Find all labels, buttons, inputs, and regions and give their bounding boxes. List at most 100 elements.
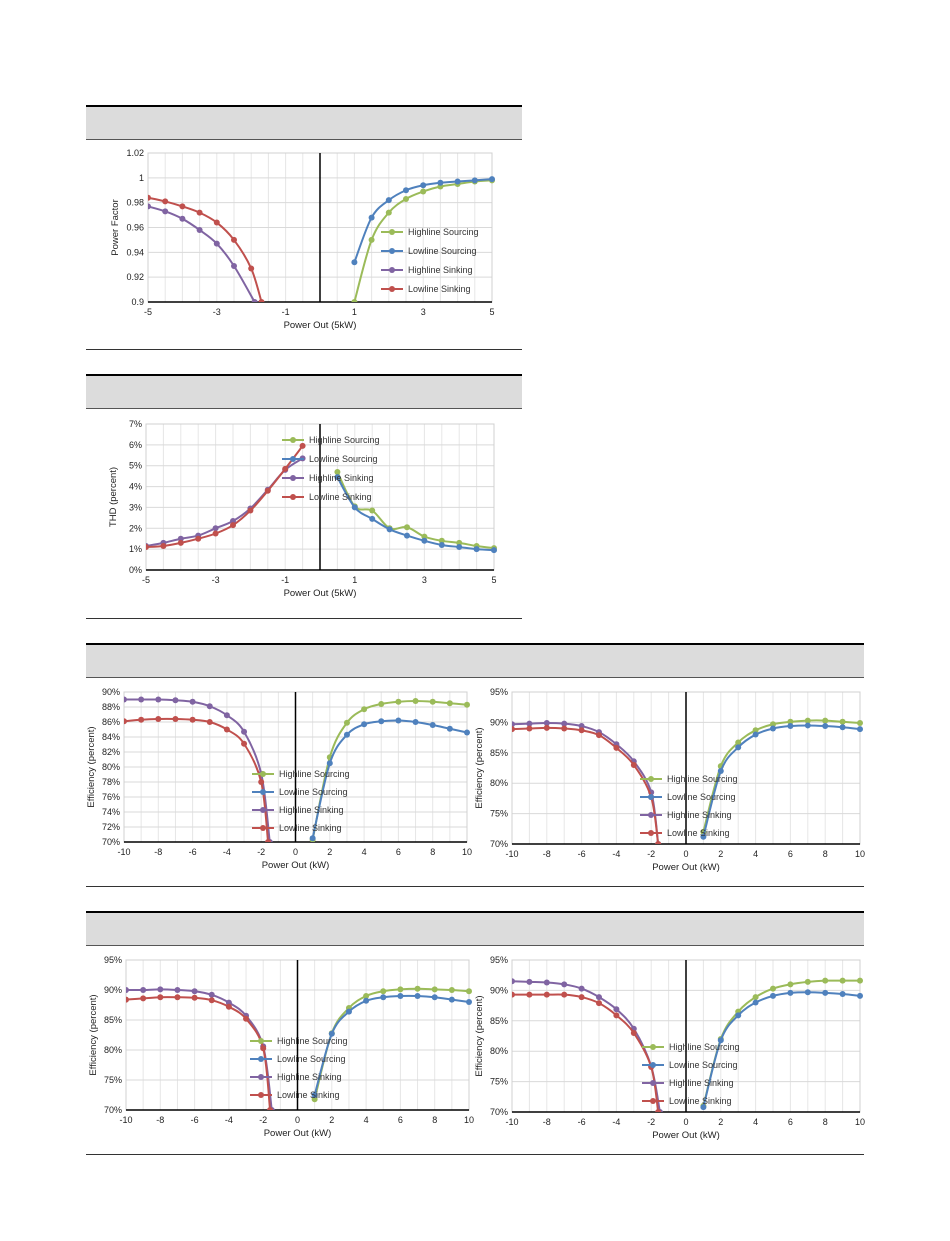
- data-point: [140, 987, 147, 993]
- x-tick-label: 10: [464, 1115, 474, 1125]
- legend-swatch-marker: [389, 229, 395, 235]
- series-lowline-sourcing: [309, 717, 470, 842]
- data-point: [839, 991, 846, 998]
- data-point: [160, 543, 167, 550]
- y-tick-label: 75%: [490, 809, 508, 819]
- data-point: [282, 465, 289, 472]
- x-tick-label: 0: [295, 1115, 300, 1125]
- data-point: [578, 727, 585, 734]
- series-lowline-sinking: [126, 994, 274, 1110]
- data-point: [267, 1107, 274, 1110]
- data-point: [148, 203, 151, 210]
- y-tick-label: 3%: [129, 502, 142, 512]
- y-tick-label: 7%: [129, 419, 142, 429]
- x-tick-label: -8: [154, 847, 162, 857]
- x-tick-label: -4: [225, 1115, 233, 1125]
- data-point: [138, 716, 145, 723]
- section-bar-efficiency-1: [86, 643, 864, 678]
- data-point: [412, 698, 419, 704]
- x-tick-label: -4: [612, 1117, 620, 1127]
- y-tick-label: 70%: [102, 837, 120, 847]
- series-line: [311, 699, 468, 840]
- data-point: [543, 720, 550, 727]
- legend-swatch-marker: [290, 456, 296, 462]
- legend-swatch-marker: [389, 248, 395, 254]
- data-point: [752, 731, 759, 738]
- data-point: [770, 985, 776, 992]
- series-line: [702, 719, 861, 833]
- legend-swatch-marker: [650, 1044, 656, 1050]
- data-point: [177, 539, 184, 546]
- y-tick-label: 95%: [104, 955, 122, 965]
- x-tick-label: -8: [543, 849, 551, 859]
- data-point: [258, 299, 265, 302]
- section-rule-efficiency-1: [86, 886, 864, 887]
- series-highline-sinking: [146, 455, 306, 550]
- data-point: [456, 544, 463, 551]
- x-tick-label: -2: [259, 1115, 267, 1125]
- series-lowline-sinking: [512, 724, 662, 844]
- data-point: [420, 188, 427, 195]
- legend-label: Lowline Sourcing: [279, 787, 348, 797]
- data-point: [717, 768, 724, 775]
- x-axis-title: Power Out (5kW): [284, 320, 357, 331]
- legend-swatch-marker: [260, 807, 266, 813]
- y-tick-label: 0.92: [126, 272, 144, 282]
- legend-label: Lowline Sinking: [279, 823, 342, 833]
- y-tick-label: 80%: [102, 762, 120, 772]
- data-point: [378, 701, 385, 707]
- data-point: [369, 507, 376, 514]
- y-tick-label: 74%: [102, 807, 120, 817]
- section-bar-power-factor: [86, 105, 522, 140]
- data-point: [596, 994, 602, 1001]
- data-point: [561, 991, 568, 998]
- data-point: [157, 986, 164, 993]
- x-axis-title: Power Out (kW): [652, 1130, 720, 1141]
- data-point: [613, 744, 620, 751]
- data-point: [351, 299, 358, 302]
- data-point: [613, 1012, 620, 1019]
- data-point: [385, 197, 392, 204]
- legend: Highline Sourcing Lowline Sourcing Highlin…: [642, 1042, 740, 1106]
- data-point: [787, 723, 794, 730]
- data-point: [189, 698, 196, 705]
- data-point: [578, 994, 585, 1001]
- data-point: [466, 988, 472, 995]
- data-point: [361, 721, 368, 728]
- data-point: [857, 726, 863, 733]
- series-line: [311, 719, 468, 839]
- data-point: [839, 724, 846, 731]
- legend-label: Lowline Sinking: [669, 1096, 732, 1106]
- x-tick-label: -8: [156, 1115, 164, 1125]
- y-tick-label: 1%: [129, 544, 142, 554]
- y-tick-label: 70%: [490, 1107, 508, 1117]
- data-point: [421, 533, 428, 540]
- y-tick-label: 80%: [104, 1045, 122, 1055]
- data-point: [361, 706, 368, 713]
- x-tick-label: 5: [491, 575, 496, 585]
- x-tick-label: -4: [223, 847, 231, 857]
- data-point: [196, 209, 203, 216]
- data-point: [299, 442, 306, 449]
- series-highline-sinking: [148, 203, 258, 302]
- data-point: [225, 1003, 232, 1010]
- series-line: [336, 476, 495, 552]
- data-point: [804, 722, 811, 729]
- data-point: [464, 729, 470, 736]
- y-tick-label: 0.94: [126, 247, 144, 257]
- x-tick-label: 4: [362, 847, 367, 857]
- legend-swatch-marker: [260, 771, 266, 777]
- data-point: [155, 716, 162, 722]
- data-point: [431, 986, 438, 993]
- series-line: [148, 205, 256, 302]
- data-point: [752, 999, 759, 1006]
- data-point: [613, 1006, 620, 1013]
- data-point: [334, 468, 341, 475]
- data-point: [839, 977, 846, 984]
- data-point: [231, 236, 237, 243]
- data-point: [177, 535, 184, 542]
- data-point: [343, 719, 350, 726]
- y-tick-label: 95%: [490, 955, 508, 965]
- data-point: [380, 988, 387, 995]
- data-point: [146, 544, 149, 551]
